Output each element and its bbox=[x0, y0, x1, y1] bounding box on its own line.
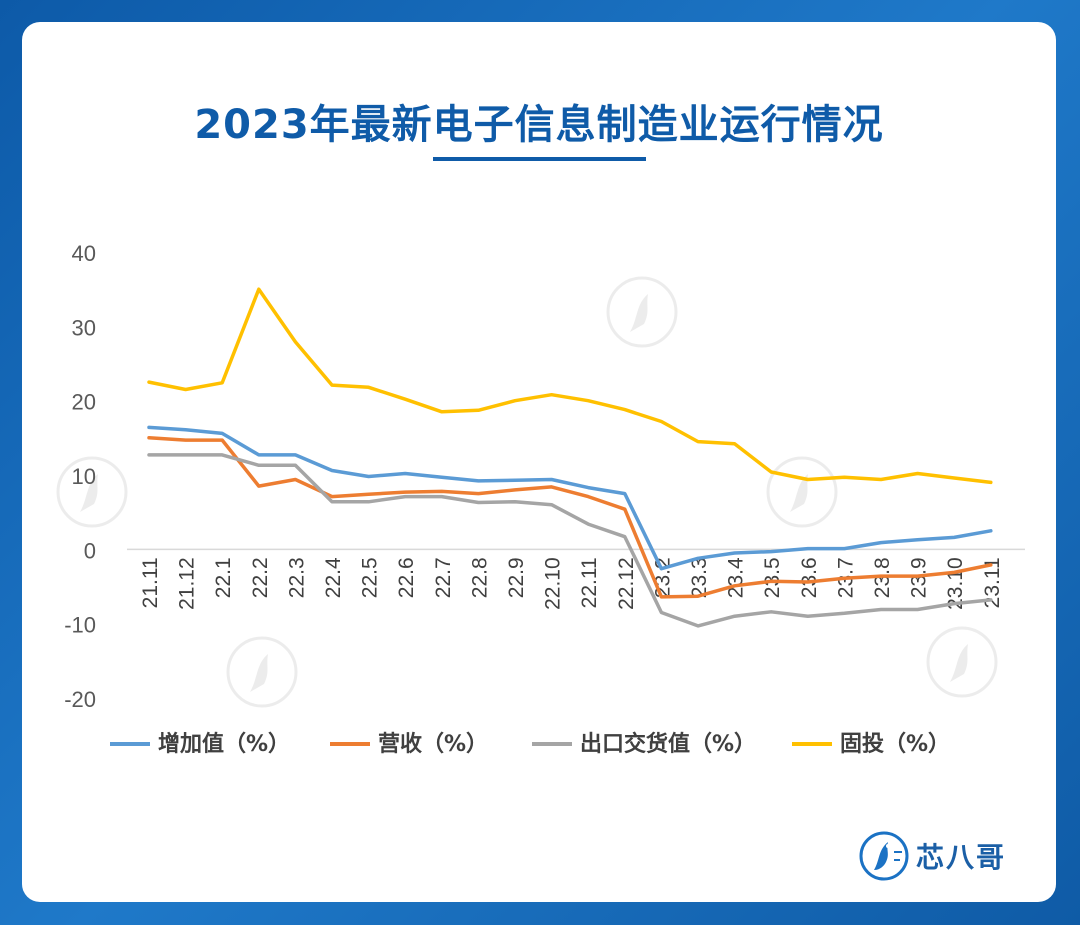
y-tick-label: -10 bbox=[64, 613, 96, 638]
x-tick-label: 22.5 bbox=[359, 557, 382, 598]
legend-item: 固投（%） bbox=[792, 732, 950, 757]
x-tick-label: 23.6 bbox=[798, 557, 821, 598]
x-tick-label: 22.2 bbox=[249, 557, 272, 598]
watermark-logo-icon bbox=[766, 456, 838, 528]
legend-label: 固投（%） bbox=[840, 732, 950, 757]
x-tick-label: 22.10 bbox=[542, 557, 565, 610]
x-tick-label: 22.12 bbox=[615, 557, 638, 610]
x-tick-label: 22.4 bbox=[322, 557, 345, 598]
x-tick-label: 22.11 bbox=[578, 557, 601, 608]
x-tick-label: 22.9 bbox=[505, 557, 528, 598]
watermark-logo-icon bbox=[606, 276, 678, 348]
y-tick-label: 10 bbox=[72, 464, 96, 489]
x-tick-label: 22.7 bbox=[432, 557, 455, 598]
legend-item: 增加值（%） bbox=[110, 731, 290, 757]
watermark-logo-icon bbox=[226, 636, 298, 708]
x-tick-label: 23.9 bbox=[908, 557, 931, 598]
y-tick-label: -20 bbox=[64, 687, 96, 712]
legend-label: 增加值（%） bbox=[158, 731, 290, 757]
y-tick-label: 40 bbox=[72, 241, 96, 266]
watermark-layer bbox=[56, 276, 998, 708]
x-tick-label: 22.1 bbox=[212, 557, 235, 598]
x-tick-label: 23.5 bbox=[761, 557, 784, 598]
x-tick-label: 21.11 bbox=[139, 557, 162, 608]
bird-circle-logo-icon bbox=[859, 831, 909, 881]
x-tick-label: 22.8 bbox=[468, 557, 491, 598]
chart-legend: 增加值（%） 营收（%） 出口交货值（%） 固投（%） bbox=[110, 731, 950, 757]
series-lines bbox=[147, 287, 993, 628]
watermark-logo-icon bbox=[56, 456, 128, 528]
series-line-1 bbox=[147, 425, 993, 571]
x-tick-label: 23.3 bbox=[688, 557, 711, 598]
legend-item: 出口交货值（%） bbox=[532, 731, 756, 757]
series-line-4 bbox=[147, 287, 993, 485]
page-title: 2023年最新电子信息制造业运行情况 bbox=[194, 102, 884, 148]
brand-logo: 芯八哥 bbox=[858, 830, 1006, 882]
legend-item: 营收（%） bbox=[330, 731, 488, 757]
x-tick-label: 22.6 bbox=[395, 557, 418, 598]
x-tick-label: 23.4 bbox=[725, 557, 748, 598]
line-chart: 40 30 20 10 0 -10 -20 21.11 21.12 22.1 22.2 22.3 22… bbox=[56, 241, 1025, 757]
watermark-logo-icon bbox=[926, 626, 998, 698]
title-underline bbox=[433, 157, 646, 161]
series-line-2 bbox=[147, 436, 993, 599]
x-tick-label: 22.3 bbox=[285, 557, 308, 598]
brand-name: 芯八哥 bbox=[916, 841, 1007, 874]
x-tick-label: 23.11 bbox=[981, 557, 1004, 608]
y-axis-tick-labels: 40 30 20 10 0 -10 -20 bbox=[64, 241, 96, 712]
y-tick-label: 20 bbox=[72, 390, 96, 415]
x-tick-label: 21.12 bbox=[176, 557, 199, 610]
series-line-3 bbox=[147, 453, 993, 628]
y-tick-label: 30 bbox=[72, 315, 96, 340]
y-tick-label: 0 bbox=[84, 538, 96, 563]
chart-card: 2023年最新电子信息制造业运行情况 40 30 20 10 0 -10 -20 21.11… bbox=[22, 22, 1056, 902]
legend-label: 出口交货值（%） bbox=[580, 731, 756, 757]
legend-label: 营收（%） bbox=[378, 731, 488, 757]
x-axis-tick-labels: 21.11 21.12 22.1 22.2 22.3 22.4 22.5 22.6 22.7 22… bbox=[139, 557, 1004, 610]
